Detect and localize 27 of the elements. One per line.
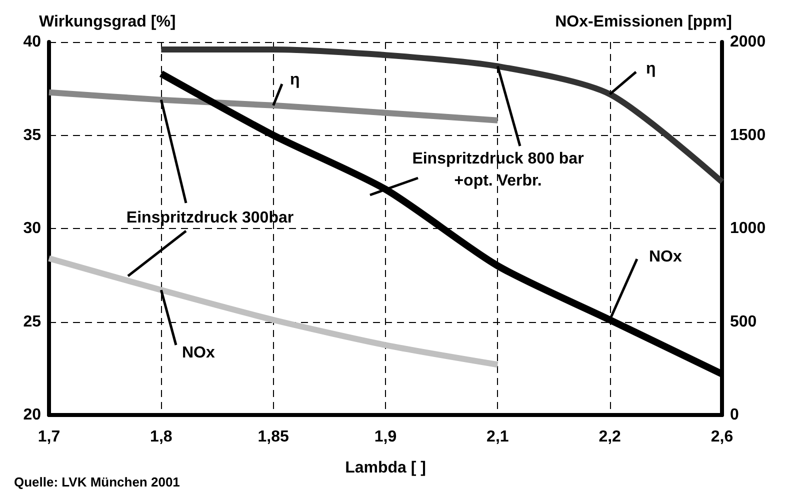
y2-tick-label: 2000 (730, 34, 766, 50)
annotation: NOx (649, 248, 682, 266)
y-axis-title: Wirkungsgrad [%] (39, 14, 176, 30)
y2-tick-label: 0 (730, 406, 739, 424)
y-tick-label: 40 (23, 34, 42, 50)
x-tick-label: 1,9 (374, 428, 397, 446)
y2-tick-label: 500 (730, 313, 757, 330)
annotation: Einspritzdruck 800 bar +opt. Verbr. (412, 150, 584, 190)
annotation: NOx (182, 344, 215, 362)
y-tick-label: 25 (23, 313, 42, 330)
y-tick-label: 20 (23, 406, 42, 424)
annotation: η (290, 72, 300, 88)
y-tick-label: 30 (23, 220, 42, 237)
x-tick-label: 1,85 (258, 428, 290, 446)
y2-tick-label: 1000 (730, 220, 766, 237)
x-tick-label: 2,6 (710, 428, 734, 446)
x-tick-label: 2,1 (486, 428, 509, 446)
annotation: Einspritzdruck 300bar (126, 210, 294, 226)
x-tick-label: 1,8 (150, 428, 172, 446)
annotation: η (646, 60, 656, 78)
y2-axis-title: NOx-Emissionen [ppm] (555, 14, 732, 30)
y2-tick-label: 1500 (730, 126, 766, 144)
source-note: Quelle: LVK München 2001 (14, 474, 180, 490)
y-tick-label: 35 (23, 126, 42, 144)
x-tick-label: 1,7 (38, 428, 60, 446)
x-tick-label: 2,2 (598, 428, 622, 446)
x-axis-title: Lambda [ ] (345, 460, 426, 476)
